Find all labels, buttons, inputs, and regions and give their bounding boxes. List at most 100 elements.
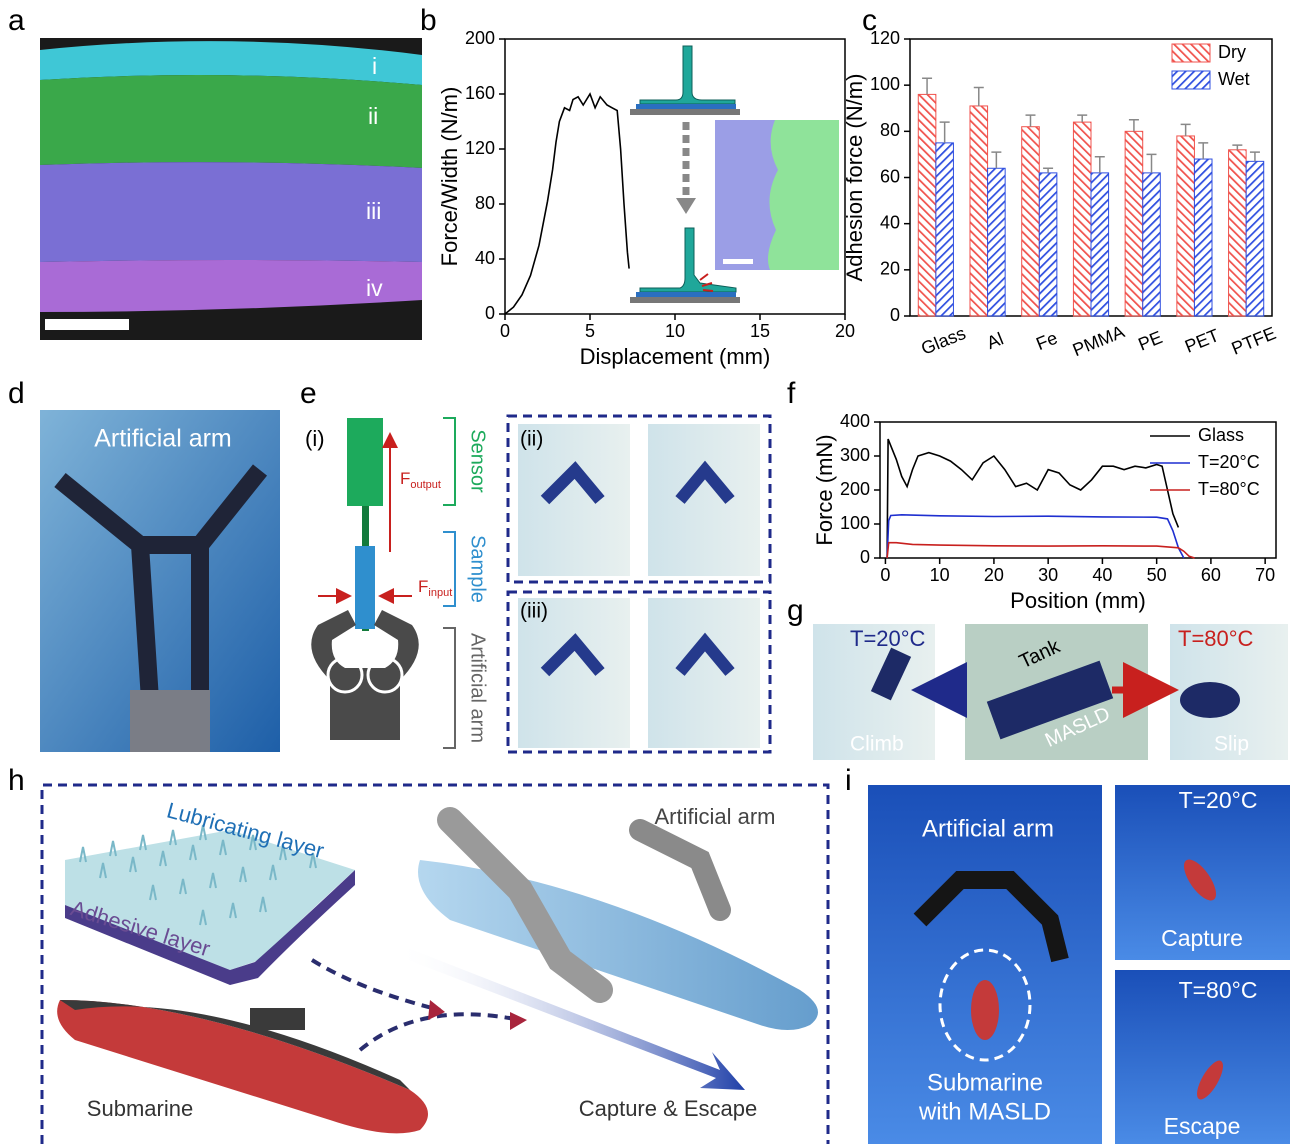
force-symbol: F <box>400 469 410 488</box>
sensor <box>347 418 383 506</box>
x-tick-label: Fe <box>1033 328 1060 354</box>
peel-diagram <box>640 46 735 104</box>
x-tick-label: 60 <box>1201 565 1221 585</box>
panel-letter: f <box>787 377 796 410</box>
legend-label: T=80°C <box>1198 479 1260 499</box>
x-tick-label: 15 <box>750 321 770 341</box>
bar <box>1022 127 1040 316</box>
photo-label: Capture <box>1161 925 1243 951</box>
process-arrow-head <box>676 198 696 214</box>
x-tick-label: 70 <box>1255 565 1275 585</box>
force-subscript: output <box>410 479 441 491</box>
y-tick-label: 80 <box>475 193 495 213</box>
data-line <box>887 543 1195 558</box>
bar <box>1246 161 1264 316</box>
error-bar <box>1147 154 1157 172</box>
temperature-label: T=80°C <box>1179 977 1258 1003</box>
error-bar <box>1043 168 1053 173</box>
tank <box>1180 682 1240 718</box>
y-tick-label: 0 <box>485 303 495 323</box>
x-tick-label: 20 <box>984 565 1004 585</box>
x-tick-label: 50 <box>1147 565 1167 585</box>
submarine-model <box>971 980 999 1040</box>
legend-swatch <box>1172 71 1210 89</box>
legend-label: Dry <box>1218 42 1246 62</box>
bracket-label: Sample <box>467 535 489 603</box>
bar <box>988 168 1006 316</box>
scale-bar <box>723 259 753 264</box>
temperature-label: T=80°C <box>1178 626 1254 651</box>
panel-e: (i) Foutput Finput Sensor Sample Artific… <box>305 416 770 752</box>
x-tick-label: 20 <box>835 321 855 341</box>
x-tick-label: PMMA <box>1070 321 1128 360</box>
scale-bar <box>45 319 129 330</box>
panel-letter: a <box>8 4 25 37</box>
robot-arm <box>640 830 720 910</box>
x-tick-label: 0 <box>880 565 890 585</box>
temperature-label: T=20°C <box>1179 787 1258 813</box>
y-tick-label: 120 <box>870 28 900 48</box>
diagram-label: Capture & Escape <box>579 1096 758 1121</box>
y-axis-label: Adhesion force (N/m) <box>842 74 867 282</box>
panel-letter: h <box>8 764 25 797</box>
bracket <box>443 628 455 748</box>
panel-letter: g <box>787 594 804 627</box>
layer-label: iv <box>366 275 383 301</box>
panel-a: i ii iii iv <box>40 38 422 340</box>
error-bar <box>1181 124 1191 136</box>
photo-label: Artificial arm <box>922 815 1054 842</box>
layer-label: iii <box>366 198 381 224</box>
bar <box>1091 173 1109 316</box>
photo-label: Escape <box>1164 1113 1241 1139</box>
y-tick-label: 100 <box>840 513 870 533</box>
x-tick-label: PET <box>1182 325 1222 357</box>
base <box>630 297 740 303</box>
figure: a b c d e f g h i i ii iii iv Artificial… <box>0 0 1292 1144</box>
force-label: Foutput <box>400 469 441 490</box>
y-axis-label: Force/Width (N/m) <box>437 87 462 267</box>
submarine-ghost <box>418 860 818 1030</box>
sub-label: (ii) <box>520 428 543 451</box>
y-tick-label: 0 <box>860 547 870 567</box>
photo-label: Artificial arm <box>94 425 232 453</box>
error-bar <box>1250 152 1260 161</box>
sub-label: (i) <box>305 426 325 451</box>
layer-ii <box>40 75 422 168</box>
error-bar <box>1025 115 1035 127</box>
y-tick-label: 300 <box>840 445 870 465</box>
y-axis-label: Force (mN) <box>812 434 837 545</box>
submarine-tower <box>250 1008 305 1030</box>
x-tick-label: 0 <box>500 321 510 341</box>
bar <box>1039 173 1057 316</box>
bracket-label: Sensor <box>467 429 489 493</box>
photo <box>648 598 760 748</box>
bar <box>1177 136 1195 316</box>
error-bar <box>1232 145 1242 150</box>
diagram-label: Submarine <box>87 1096 193 1121</box>
x-tick-label: 10 <box>665 321 685 341</box>
legend-swatch <box>1172 44 1210 62</box>
x-axis-label: Displacement (mm) <box>580 344 771 369</box>
force-subscript: input <box>428 587 452 599</box>
x-tick-label: 40 <box>1092 565 1112 585</box>
bar <box>1194 159 1212 316</box>
panel-letter: d <box>8 377 25 410</box>
x-tick-label: Al <box>984 329 1006 354</box>
bar <box>918 94 936 316</box>
legend-label: T=20°C <box>1198 452 1260 472</box>
bar <box>936 143 954 316</box>
y-tick-label: 100 <box>870 74 900 94</box>
substrate-layer <box>636 104 736 109</box>
data-line <box>887 515 1184 558</box>
arm-base <box>130 690 210 752</box>
bracket <box>443 418 455 505</box>
photo-label: Slip <box>1214 733 1249 756</box>
x-tick-label: 10 <box>930 565 950 585</box>
error-bar <box>1095 157 1105 173</box>
sample <box>355 546 375 629</box>
bar <box>970 106 988 316</box>
y-tick-label: 60 <box>880 166 900 186</box>
error-bar <box>991 152 1001 168</box>
photo-label: Climb <box>850 733 904 756</box>
x-tick-label: Glass <box>918 323 968 359</box>
